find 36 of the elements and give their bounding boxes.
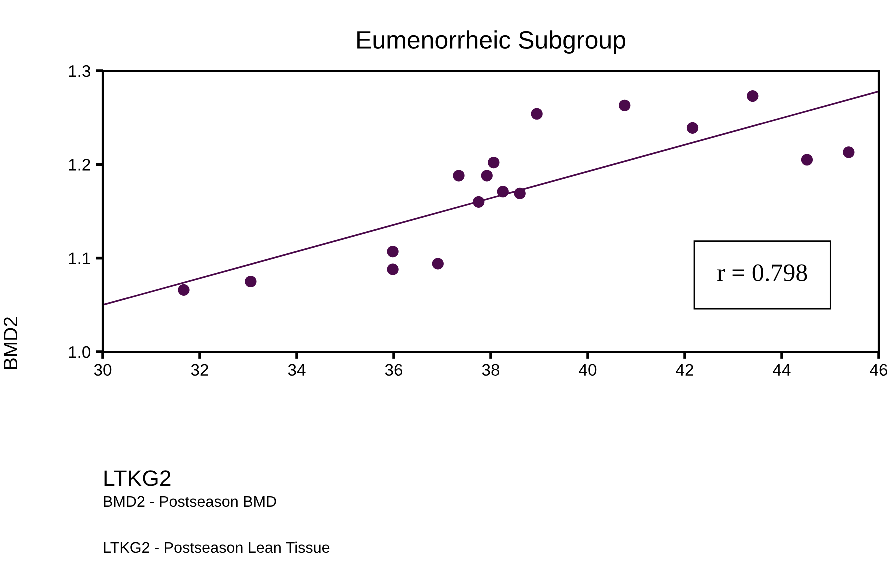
point [747,90,759,102]
x-tick-label: 44 [773,364,791,376]
y-tick-label: 1.1 [69,252,90,264]
point [514,188,526,200]
x-tick-label: 38 [482,364,500,376]
point [531,108,543,120]
x-tick-label: 40 [579,364,597,376]
text: LTKG2 - Postseason Lean Tissue [104,542,330,554]
point [473,196,485,208]
x-tick-label: 46 [870,364,888,376]
point [387,246,399,258]
x-axis-title: LTKG2 [104,470,171,486]
point [686,122,699,134]
point [432,258,444,270]
point [801,154,814,166]
annotation: r = 0.798 [718,264,808,282]
x-tick-label: 32 [191,364,208,376]
chart-title: Eumenorrheic Subgroup [358,30,626,54]
y-tick-label: 1.3 [69,65,90,78]
point [178,284,190,296]
point [843,146,855,158]
point [619,100,631,112]
y-axis-title: BMD2 [4,318,18,369]
x-tick-label: 42 [676,364,694,376]
point [481,170,493,182]
point [245,276,257,288]
point [488,156,500,169]
point [453,170,465,182]
y-tick-label: 1.0 [69,346,91,358]
point [387,264,399,276]
y-tick-label: 1.2 [69,159,90,171]
x-tick-label: 36 [385,364,403,376]
point [497,186,509,198]
x-tick-label: 30 [94,364,112,376]
text: BMD2 - Postseason BMD [104,496,276,508]
x-tick-label: 34 [288,364,306,376]
